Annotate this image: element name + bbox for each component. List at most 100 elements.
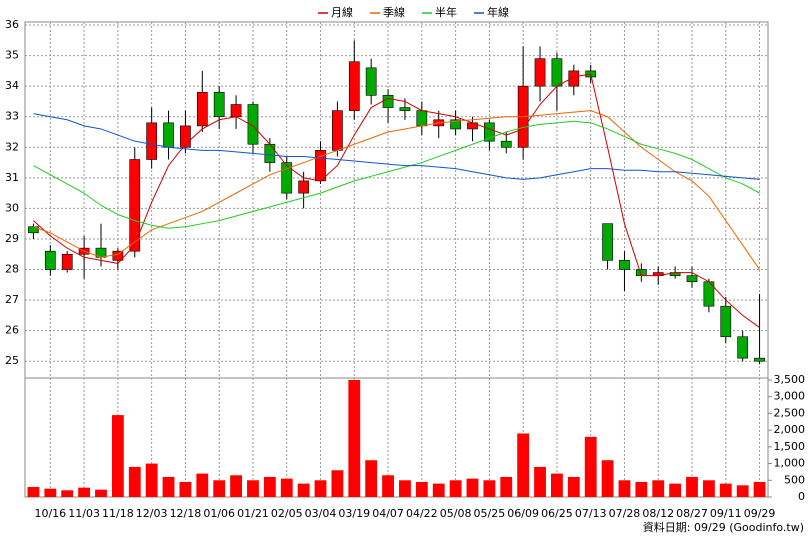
volume-bar	[534, 466, 546, 497]
candle-body	[382, 95, 394, 108]
candle-body	[619, 260, 630, 270]
candle-body	[484, 122, 495, 142]
candle-body	[686, 275, 698, 283]
volume-bar	[348, 380, 361, 497]
candle-body	[568, 70, 580, 87]
candle-body	[213, 91, 225, 118]
candle-body	[180, 125, 191, 148]
volume-bar	[263, 476, 276, 497]
volume-bar	[95, 489, 107, 497]
y-tick-label: 26	[5, 324, 19, 337]
volume-bar	[162, 476, 175, 497]
volume-tick-label: 2,500	[774, 406, 806, 419]
volume-bar	[669, 483, 682, 497]
volume-bar	[483, 480, 496, 497]
candle-body	[332, 110, 343, 151]
candle-body	[720, 305, 732, 338]
y-tick-label: 28	[5, 263, 19, 276]
volume-tick-label: 3,000	[774, 390, 806, 403]
volume-bar	[331, 470, 344, 497]
volume-tick-label: 500	[784, 473, 805, 486]
volume-bar	[415, 481, 428, 497]
volume-bar	[111, 415, 124, 497]
y-tick-label: 30	[5, 201, 19, 214]
y-tick-label: 34	[5, 79, 19, 92]
volume-bar	[551, 473, 563, 497]
volume-bar	[635, 481, 648, 497]
y-tick-label: 31	[5, 171, 19, 184]
volume-bar	[584, 436, 597, 497]
candle-body	[737, 336, 749, 359]
candle-body	[602, 223, 613, 261]
candle-body	[551, 58, 563, 87]
x-tick-label: 07/28	[609, 507, 641, 520]
volume-tick-label: 3,500	[774, 373, 806, 386]
candle-body	[500, 140, 512, 148]
volume-bar	[382, 475, 394, 497]
volume-tick-label: 1,500	[774, 440, 806, 453]
volume-bar	[314, 480, 327, 497]
x-tick-label: 04/22	[406, 507, 438, 520]
volume-bar	[280, 478, 293, 497]
x-tick-label: 01/06	[203, 507, 235, 520]
candle-body	[230, 104, 242, 118]
x-tick-label: 09/11	[710, 507, 742, 520]
x-tick-label: 08/27	[676, 507, 708, 520]
y-tick-label: 36	[5, 18, 19, 31]
volume-bar	[399, 480, 411, 497]
volume-bar	[719, 483, 732, 497]
volume-bar	[213, 480, 226, 497]
volume-bar	[128, 466, 141, 497]
x-tick-label: 12/03	[136, 507, 168, 520]
volume-bar	[230, 475, 242, 497]
volume-bar	[449, 480, 462, 497]
volume-bar	[61, 490, 74, 497]
volume-bar	[179, 481, 192, 497]
volume-bar	[500, 476, 513, 497]
candle-body	[399, 107, 411, 111]
volume-bar	[567, 476, 580, 497]
candle-body	[298, 180, 309, 194]
volume-bar	[27, 486, 40, 497]
candle-body	[146, 122, 158, 160]
candle-body	[129, 159, 141, 252]
candle-body	[281, 162, 293, 194]
x-tick-label: 01/21	[237, 507, 269, 520]
candle-body	[416, 110, 428, 127]
moving-average-line	[33, 113, 760, 180]
volume-bar	[601, 460, 614, 497]
volume-bar	[365, 460, 378, 497]
x-tick-label: 09/29	[744, 507, 776, 520]
candle-body	[264, 143, 276, 163]
x-tick-label: 07/13	[575, 507, 607, 520]
candle-body	[112, 250, 124, 261]
candle-body	[163, 122, 174, 148]
x-tick-label: 05/25	[474, 507, 506, 520]
volume-tick-label: 0	[798, 490, 805, 503]
moving-average-line	[33, 110, 760, 270]
x-tick-label: 12/18	[170, 507, 202, 520]
volume-tick-label: 2,000	[774, 423, 806, 436]
y-tick-label: 27	[5, 293, 19, 306]
y-tick-label: 32	[5, 140, 19, 153]
y-tick-label: 35	[5, 49, 19, 62]
volume-bar	[652, 480, 665, 497]
volume-bar	[686, 476, 698, 497]
candle-body	[44, 250, 56, 270]
candle-body	[754, 357, 765, 362]
legend-label: 年線	[487, 5, 509, 19]
candle-body	[365, 67, 377, 96]
legend-label: 季線	[383, 5, 405, 19]
volume-bar	[44, 488, 57, 497]
volume-bar	[196, 473, 209, 497]
x-tick-label: 10/16	[34, 507, 66, 520]
volume-bar	[517, 433, 530, 497]
volume-bar	[247, 480, 259, 497]
volume-bar	[297, 483, 310, 497]
candle-body	[348, 61, 360, 111]
legend-label: 半年	[435, 5, 457, 19]
volume-bar	[753, 481, 766, 497]
candle-body	[247, 104, 259, 145]
x-tick-label: 02/05	[271, 507, 303, 520]
